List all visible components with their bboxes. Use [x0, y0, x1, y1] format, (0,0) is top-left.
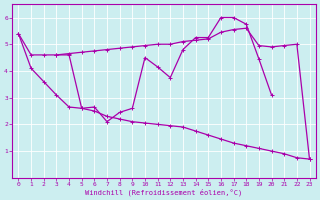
X-axis label: Windchill (Refroidissement éolien,°C): Windchill (Refroidissement éolien,°C)	[85, 188, 243, 196]
